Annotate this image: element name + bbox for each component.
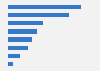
Bar — [8, 21, 43, 25]
Bar — [8, 62, 13, 66]
Bar — [8, 46, 28, 50]
Bar — [8, 29, 37, 34]
Bar — [8, 37, 32, 42]
Bar — [8, 5, 81, 9]
Bar — [8, 13, 69, 17]
Bar — [8, 54, 20, 58]
